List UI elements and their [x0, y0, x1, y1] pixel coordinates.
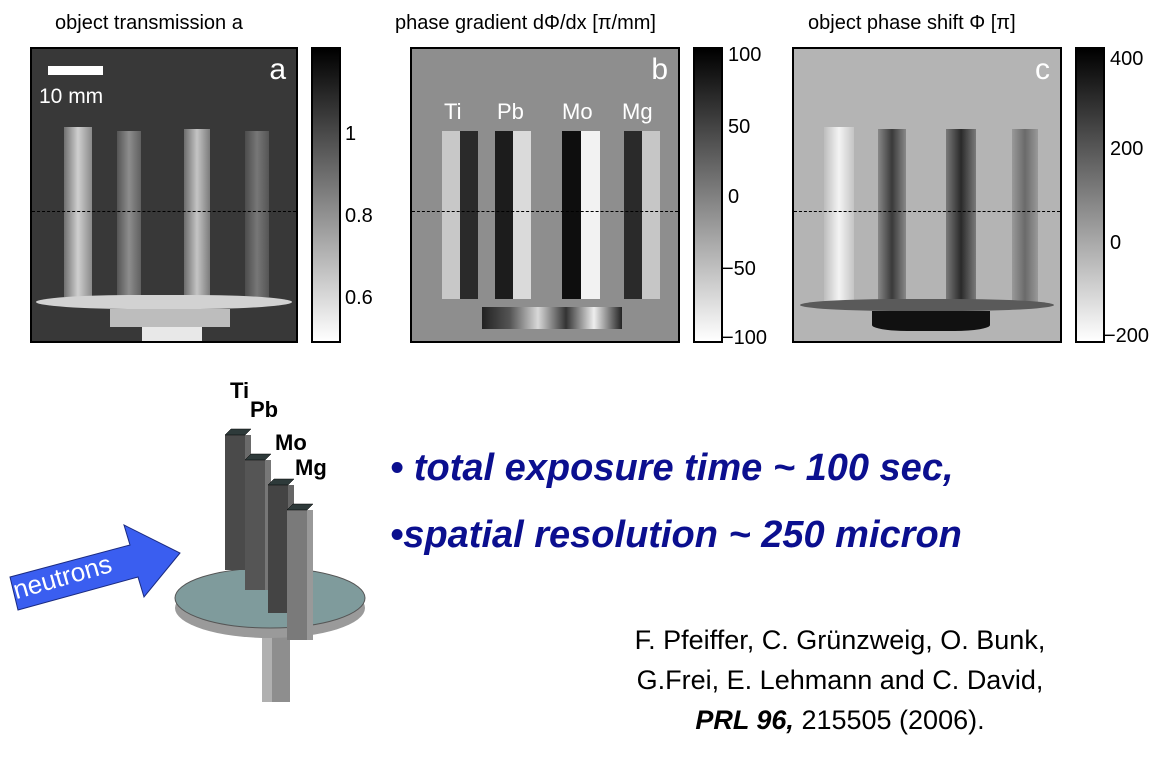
colorbar-c-tick: 0	[1110, 232, 1122, 254]
setup-label-ti: Ti	[230, 378, 250, 403]
panel-b-image: b Ti Pb Mo Mg	[410, 47, 680, 343]
colorbar-c-tick: 200	[1110, 138, 1144, 160]
material-label-ti: Ti	[444, 99, 462, 124]
rod-ti-phase	[824, 127, 854, 303]
base-gradient	[482, 307, 622, 329]
panel-a-image: 10 mm a	[30, 47, 298, 343]
bullet-spatial-resolution: •spatial resolution ~ 250 micron	[390, 514, 962, 556]
setup-label-pb: Pb	[250, 397, 279, 422]
setup-rod-mg	[286, 503, 314, 640]
rod-mg	[245, 131, 269, 297]
colorbar-b-tick: −50	[722, 258, 756, 280]
reference-line-2: G.Frei, E. Lehmann and C. David,	[636, 665, 1044, 695]
material-label-mg: Mg	[622, 99, 653, 124]
colorbar-c-tick: 400	[1110, 48, 1144, 70]
rod-mg-phase	[1012, 129, 1038, 303]
material-label-pb: Pb	[497, 99, 524, 124]
colorbar-b-tick: 100	[728, 44, 762, 66]
panel-c-title: object phase shift Φ [π]	[808, 12, 1016, 34]
colorbar-c	[1075, 47, 1105, 343]
setup-rod-pb	[244, 453, 272, 590]
setup-illustration	[9, 428, 366, 702]
neutron-arrow	[9, 524, 181, 611]
rod-mo-gradient	[562, 131, 600, 299]
colorbar-b-tick: 50	[728, 116, 751, 138]
colorbar-b-tick: −100	[722, 327, 768, 349]
base-stem	[142, 327, 202, 341]
rod-ti	[64, 127, 92, 297]
reference-citation: 215505 (2006).	[793, 705, 985, 735]
profile-line	[412, 211, 678, 212]
rod-mo	[184, 129, 210, 297]
colorbar-a-tick: 1	[345, 123, 357, 145]
profile-line	[794, 211, 1060, 212]
base-foot	[110, 309, 230, 327]
panel-c-letter: c	[1035, 53, 1050, 86]
panel-a-title: object transmission a	[55, 12, 243, 34]
reference-journal: PRL 96,	[695, 705, 794, 735]
panel-a-letter: a	[269, 53, 286, 86]
rod-mg-gradient	[624, 131, 660, 299]
material-label-mo: Mo	[562, 99, 593, 124]
bullet-exposure-time: • total exposure time ~ 100 sec,	[390, 447, 954, 489]
setup-label-mo: Mo	[275, 430, 307, 455]
colorbar-c-tick: −200	[1104, 325, 1150, 347]
colorbar-b-tick: 0	[728, 186, 740, 208]
profile-line	[32, 211, 296, 212]
colorbar-a-tick: 0.6	[345, 287, 373, 309]
panel-c-image: c	[792, 47, 1062, 343]
reference-line-3: PRL 96, 215505 (2006).	[595, 705, 1085, 736]
scale-bar	[48, 66, 103, 75]
panel-b-title: phase gradient dΦ/dx [π/mm]	[395, 12, 656, 34]
setup-label-mg: Mg	[295, 455, 327, 480]
rod-pb-phase	[878, 129, 906, 303]
rod-pb-gradient	[495, 131, 531, 299]
colorbar-b	[693, 47, 723, 343]
reference-line-1: F. Pfeiffer, C. Grünzweig, O. Bunk,	[634, 625, 1046, 655]
scale-bar-label: 10 mm	[39, 85, 104, 108]
rod-mo-phase	[946, 129, 976, 303]
base-phase	[800, 299, 1054, 311]
base-phase-foot	[872, 311, 990, 331]
colorbar-a-tick: 0.8	[345, 205, 373, 227]
panel-b-letter: b	[651, 53, 668, 86]
base-plate	[36, 295, 292, 309]
rod-pb	[117, 131, 141, 297]
colorbar-a	[311, 47, 341, 343]
rod-ti-gradient	[442, 131, 478, 299]
